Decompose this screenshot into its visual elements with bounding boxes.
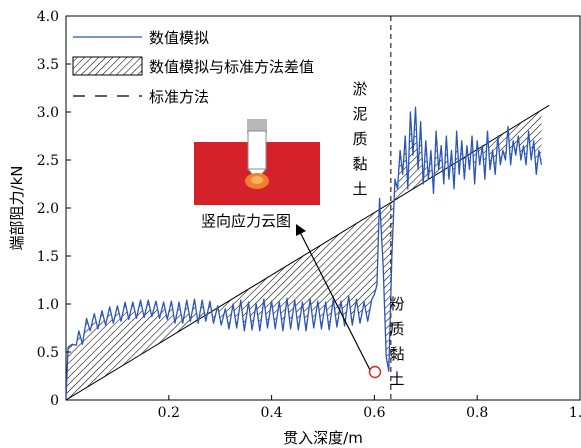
callout-arrow-line (299, 231, 371, 371)
callout-arrow-head (296, 224, 306, 236)
y-tick-label: 1.0 (37, 297, 59, 313)
y-tick-label: 1.5 (37, 249, 59, 265)
y-tick-label: 2.5 (37, 153, 59, 169)
legend-hatched-label: 数值模拟与标准方法差值 (149, 58, 314, 76)
inset-stress-core (251, 176, 263, 184)
x-tick-label: 0.2 (158, 405, 180, 421)
legend: 数值模拟 数值模拟与标准方法差值 标准方法 (72, 29, 314, 106)
legend-hatched-swatch (72, 56, 143, 76)
y-tick-label: 0.5 (37, 345, 59, 361)
x-axis-ticks: 0.2 0.4 0.6 0.8 1.0 (158, 395, 581, 421)
inset-caption: 竖向应力云图 (201, 212, 291, 230)
x-tick-label: 0.6 (363, 405, 385, 421)
lower-soil-char: 粉 (389, 295, 404, 313)
upper-soil-char: 淤 (352, 80, 367, 98)
y-tick-label: 2.0 (37, 201, 59, 217)
inset-probe-top (247, 119, 267, 133)
x-tick-label: 0.8 (466, 405, 488, 421)
y-tick-label: 0 (50, 393, 59, 409)
upper-soil-char: 土 (352, 180, 367, 198)
y-axis-ticks: 0 0.5 1.0 1.5 2.0 2.5 3.0 3.5 4.0 (37, 9, 71, 409)
legend-standard-label: 标准方法 (149, 88, 209, 106)
y-tick-label: 3.5 (37, 57, 59, 73)
lower-soil-char: 土 (389, 370, 404, 388)
x-tick-label: 0.4 (260, 405, 282, 421)
upper-soil-char: 黏 (352, 155, 367, 173)
upper-soil-char: 泥 (352, 105, 367, 123)
standard-method-line (66, 104, 550, 400)
upper-soil-char: 质 (352, 130, 367, 148)
numerical-simulation-line (66, 106, 543, 400)
stress-contour-inset: 竖向应力云图 (194, 119, 320, 230)
y-axis-label: 端部阻力/kN (8, 166, 26, 251)
x-axis-label: 贯入深度/m (283, 429, 363, 447)
x-tick-label: 1.0 (569, 405, 581, 421)
inset-probe-body (247, 130, 267, 170)
callout-arrow (296, 224, 382, 379)
y-tick-label: 3.0 (37, 105, 59, 121)
minimum-point-circle (368, 365, 382, 379)
legend-numerical-label: 数值模拟 (149, 29, 209, 47)
y-tick-label: 4.0 (37, 9, 59, 25)
lower-soil-char: 黏 (389, 345, 404, 363)
lower-soil-char: 质 (389, 320, 404, 338)
